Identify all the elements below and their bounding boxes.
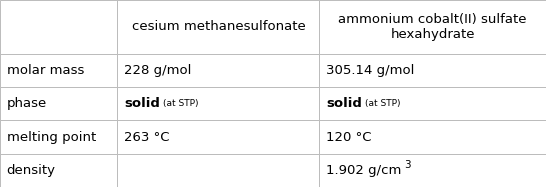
Text: 1.902 g/cm: 1.902 g/cm [326, 164, 401, 177]
Bar [117, 87, 319, 120]
Bar [0, 54, 117, 87]
Text: (at STP): (at STP) [365, 99, 400, 108]
Text: 228 g/mol: 228 g/mol [124, 64, 191, 77]
Bar [0, 120, 117, 154]
Bar [319, 87, 546, 120]
Text: ammonium cobalt(II) sulfate
hexahydrate: ammonium cobalt(II) sulfate hexahydrate [339, 13, 527, 41]
Text: melting point: melting point [7, 131, 96, 144]
Bar [0, 87, 117, 120]
Bar [117, 54, 319, 87]
Text: (at STP): (at STP) [163, 99, 198, 108]
Text: solid: solid [124, 97, 160, 110]
Bar [117, 154, 319, 187]
Bar [319, 154, 546, 187]
Bar [117, 0, 319, 54]
Text: 305.14 g/mol: 305.14 g/mol [326, 64, 414, 77]
Text: cesium methanesulfonate: cesium methanesulfonate [132, 20, 305, 33]
Bar [0, 0, 117, 54]
Bar [0, 154, 117, 187]
Text: 120 °C: 120 °C [326, 131, 371, 144]
Bar [319, 0, 546, 54]
Bar [319, 120, 546, 154]
Text: phase: phase [7, 97, 47, 110]
Text: molar mass: molar mass [7, 64, 84, 77]
Text: 263 °C: 263 °C [124, 131, 169, 144]
Text: 3: 3 [403, 160, 411, 170]
Text: solid: solid [326, 97, 362, 110]
Bar [117, 120, 319, 154]
Bar [319, 54, 546, 87]
Text: density: density [7, 164, 56, 177]
